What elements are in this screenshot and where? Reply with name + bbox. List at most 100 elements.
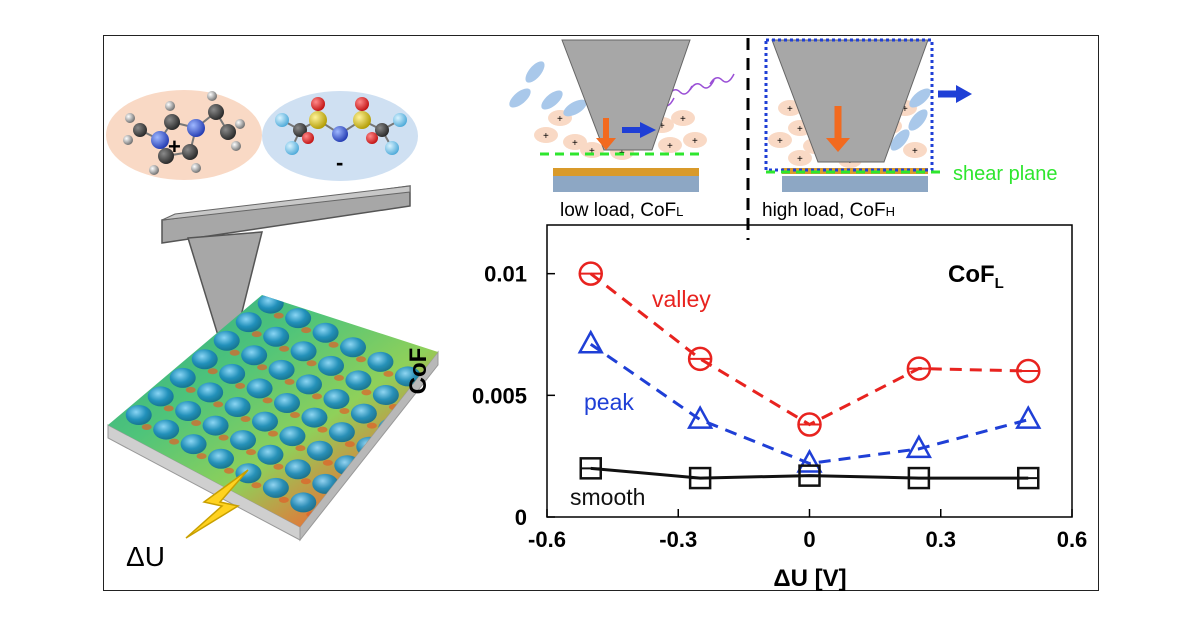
surface-valley <box>185 386 196 393</box>
tip-low <box>561 39 691 151</box>
cation-background <box>106 90 262 180</box>
x-tick-label: -0.3 <box>659 527 697 552</box>
cation-sign: + <box>692 136 698 147</box>
surface-valley <box>361 389 372 396</box>
surface-valley <box>290 412 300 418</box>
surface-valley <box>169 438 180 445</box>
surface-valley <box>191 420 202 426</box>
surface-valley <box>251 331 262 338</box>
cation-ion <box>534 127 558 143</box>
surface-bump <box>312 322 339 343</box>
surface-bump <box>191 349 218 370</box>
series-label-peak: peak <box>584 389 634 415</box>
x-tick-label: -0.6 <box>528 527 566 552</box>
surface-valley <box>257 364 268 371</box>
low-load-caption: low load, CoFL <box>560 200 683 221</box>
anion-ion <box>541 90 563 110</box>
surface-valley <box>273 312 284 319</box>
surface-valley <box>141 424 152 430</box>
surface-bump <box>197 382 224 403</box>
surface-valley <box>350 474 361 481</box>
surface-valley <box>268 430 278 437</box>
load-arrow-low <box>596 138 616 150</box>
cation-charge: + <box>168 134 181 159</box>
anion-charge: - <box>336 150 343 175</box>
anion-ion <box>525 61 545 83</box>
cation-ion <box>671 110 695 126</box>
data-point-peak <box>687 405 714 429</box>
surface-bump <box>340 337 366 358</box>
surface-valley <box>224 467 234 474</box>
surface-valley <box>339 408 350 414</box>
shear-arrow-low <box>640 122 656 138</box>
substrate-high <box>782 176 928 192</box>
surface-valley <box>372 455 383 462</box>
surface-bump <box>290 341 317 362</box>
cation-sign: + <box>912 146 918 157</box>
x-tick-label: 0.3 <box>925 527 956 552</box>
surface-valley <box>207 368 218 375</box>
cation-sign: + <box>902 104 908 115</box>
surface-valley <box>246 449 256 456</box>
surface-valley <box>383 370 394 377</box>
surface-valley <box>262 397 273 404</box>
cation-sign: + <box>777 136 783 147</box>
surface-bump <box>175 401 202 421</box>
surface-bump <box>235 463 262 484</box>
x-tick-label: 0.6 <box>1057 527 1088 552</box>
load-arrow-high <box>826 138 850 152</box>
anion-ion <box>509 88 531 108</box>
low-load-schematic: ++++++++++ <box>509 39 735 192</box>
surface-valley <box>301 327 312 334</box>
cation-ion <box>563 134 587 150</box>
bias-label: ΔU <box>126 541 165 572</box>
x-tick-label: 0 <box>803 527 815 552</box>
surface-bump <box>279 426 306 447</box>
chain-ion <box>709 73 735 85</box>
chain-ion <box>689 79 715 91</box>
y-tick-label: 0.01 <box>484 262 527 287</box>
surface-valley <box>344 441 355 448</box>
surface-valley <box>213 401 224 408</box>
surface-valley <box>306 360 317 367</box>
series-label-valley: valley <box>652 286 711 312</box>
surface-bump <box>262 477 289 498</box>
surface-bump <box>285 308 312 329</box>
surface-bump <box>274 393 300 413</box>
voltage-spark-icon <box>185 469 249 539</box>
cation-sign: + <box>557 114 563 125</box>
series-line-peak <box>589 342 1029 466</box>
surface-bump <box>252 411 278 432</box>
surface-bump <box>301 407 328 428</box>
surface-bump <box>284 459 311 480</box>
y-tick-label: 0.005 <box>472 383 527 408</box>
surface-bump <box>180 434 207 455</box>
cation-sign: + <box>787 104 793 115</box>
cation-ion <box>768 132 792 148</box>
anion-ion <box>909 88 931 108</box>
surface-valley <box>235 382 246 389</box>
high-load-schematic: ++++++++++ <box>764 38 972 192</box>
surface-valley <box>295 445 306 452</box>
x-axis: -0.6 -0.3 0 0.3 0.6 <box>528 509 1087 552</box>
surface-bump <box>263 326 290 347</box>
surface-valley <box>366 422 377 429</box>
surface-valley <box>278 496 289 503</box>
series-markers <box>577 261 1042 490</box>
x-axis-label: ΔU [V] <box>773 565 846 592</box>
surface-valley <box>438 400 448 406</box>
cation-ion <box>788 150 812 166</box>
surface-valley <box>279 345 290 352</box>
y-axis-label: CoF <box>405 348 432 395</box>
surface-valley <box>334 374 344 381</box>
y-tick-label: 0 <box>515 505 527 530</box>
surface-bump <box>345 370 372 391</box>
surface-topography <box>107 295 448 542</box>
surface-bump <box>296 374 322 395</box>
surface-valley <box>312 393 322 400</box>
surface-bump <box>290 492 317 513</box>
surface-valley <box>317 426 328 433</box>
surface-valley <box>300 478 311 485</box>
surface-bump <box>394 366 421 387</box>
surface-bump <box>241 345 268 366</box>
